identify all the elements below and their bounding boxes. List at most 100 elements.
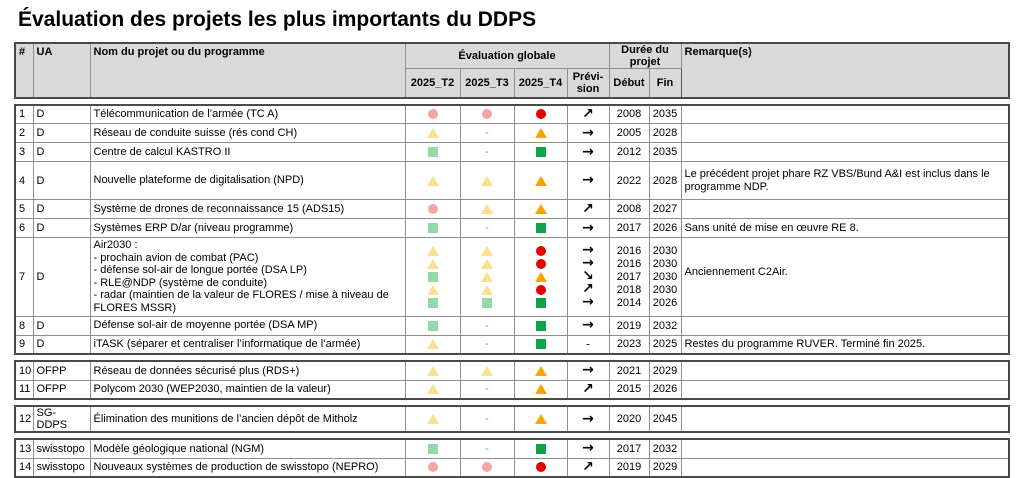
remark-cell [681, 380, 1009, 399]
status-green-square [482, 298, 492, 308]
end-year-cell: 2026 [649, 219, 681, 238]
project-number: 5 [15, 200, 33, 219]
eval-t3-cell [460, 238, 514, 317]
project-name-line: - défense sol-air de longue portée (DSA … [94, 264, 402, 277]
eval-t3-cell: - [460, 316, 514, 335]
eval-t4-cell [514, 406, 567, 432]
trend-right-arrow: → [582, 364, 594, 377]
start-year-cell: 2019 [609, 458, 649, 477]
status-green-square [428, 444, 438, 454]
status-red-circle [428, 109, 438, 119]
start-year-cell: 2017 [609, 219, 649, 238]
eval-t2-cell [405, 124, 460, 143]
report-page: Évaluation des projets les plus importan… [0, 8, 1024, 478]
project-ua: D [33, 335, 90, 354]
status-yellow-triangle [427, 366, 439, 376]
remark-cell [681, 200, 1009, 219]
status-red-circle [536, 462, 546, 472]
eval-t2-cell [405, 162, 460, 200]
start-year-cell: 2023 [609, 335, 649, 354]
project-name-line: Air2030 : [94, 239, 402, 252]
eval-t4-cell [514, 162, 567, 200]
start-year-cell: 2005 [609, 124, 649, 143]
status-yellow-triangle [535, 176, 547, 186]
eval-t3-cell [460, 105, 514, 124]
status-yellow-triangle [481, 246, 493, 256]
status-green-square [428, 223, 438, 233]
end-year-cell: 2035 [649, 105, 681, 124]
remark-cell [681, 361, 1009, 380]
status-yellow-triangle [481, 272, 493, 282]
status-yellow-triangle [535, 384, 547, 394]
remark-cell: Sans unité de mise en œuvre RE 8. [681, 219, 1009, 238]
project-ua: SG-DDPS [33, 406, 90, 432]
eval-t2-cell [405, 380, 460, 399]
status-green-square [536, 339, 546, 349]
status-yellow-triangle [535, 128, 547, 138]
eval-t2-cell [405, 361, 460, 380]
eval-t4-cell [514, 458, 567, 477]
end-year-cell: 2028 [649, 124, 681, 143]
status-dash: - [485, 414, 489, 424]
prevision-cell: → [567, 124, 609, 143]
status-yellow-triangle [535, 272, 547, 282]
eval-t4-cell [514, 124, 567, 143]
eval-t3-cell [460, 361, 514, 380]
status-yellow-triangle [427, 285, 439, 295]
status-green-square [536, 147, 546, 157]
start-year-cell: 2022 [609, 162, 649, 200]
status-yellow-triangle [427, 128, 439, 138]
start-year-cell: 2017 [609, 439, 649, 458]
remark-cell [681, 316, 1009, 335]
project-name-cell: Défense sol-air de moyenne portée (DSA M… [90, 316, 405, 335]
prevision-cell: → [567, 439, 609, 458]
status-yellow-triangle [427, 246, 439, 256]
status-yellow-triangle [427, 176, 439, 186]
project-number: 8 [15, 316, 33, 335]
col-header-prevision: Prévi-sion [567, 69, 609, 98]
eval-t4-cell [514, 316, 567, 335]
remark-cell [681, 124, 1009, 143]
status-dash: - [485, 147, 489, 157]
project-name-line: - radar (maintien de la valeur de FLORES… [94, 289, 402, 314]
project-name-cell: Air2030 :- prochain avion de combat (PAC… [90, 238, 405, 317]
prevision-cell: ↗ [567, 458, 609, 477]
remark-cell: Le précédent projet phare RZ VBS/Bund A&… [681, 162, 1009, 200]
status-red-circle [536, 259, 546, 269]
project-name-cell: Télécommunication de l’armée (TC A) [90, 105, 405, 124]
status-red-circle [536, 109, 546, 119]
header-table: # UA Nom du projet ou du programme Évalu… [14, 42, 1010, 99]
project-ua: D [33, 124, 90, 143]
project-number: 13 [15, 439, 33, 458]
eval-t3-cell: - [460, 380, 514, 399]
end-year-cell: 2027 [649, 200, 681, 219]
project-number: 12 [15, 406, 33, 432]
trend-up-arrow: ↗ [582, 203, 594, 216]
project-number: 1 [15, 105, 33, 124]
eval-t2-cell [405, 406, 460, 432]
status-yellow-triangle [481, 285, 493, 295]
status-dash: - [485, 321, 489, 331]
status-yellow-triangle [481, 176, 493, 186]
status-green-square [536, 223, 546, 233]
status-green-square [428, 272, 438, 282]
project-ua: D [33, 238, 90, 317]
status-yellow-triangle [535, 414, 547, 424]
status-yellow-triangle [481, 259, 493, 269]
project-ua: D [33, 143, 90, 162]
eval-t4-cell [514, 361, 567, 380]
prevision-cell: → [567, 143, 609, 162]
end-year-cell: 2035 [649, 143, 681, 162]
eval-t4-cell [514, 219, 567, 238]
project-ua: OFPP [33, 361, 90, 380]
trend-right-arrow: → [582, 146, 594, 159]
eval-t2-cell [405, 200, 460, 219]
